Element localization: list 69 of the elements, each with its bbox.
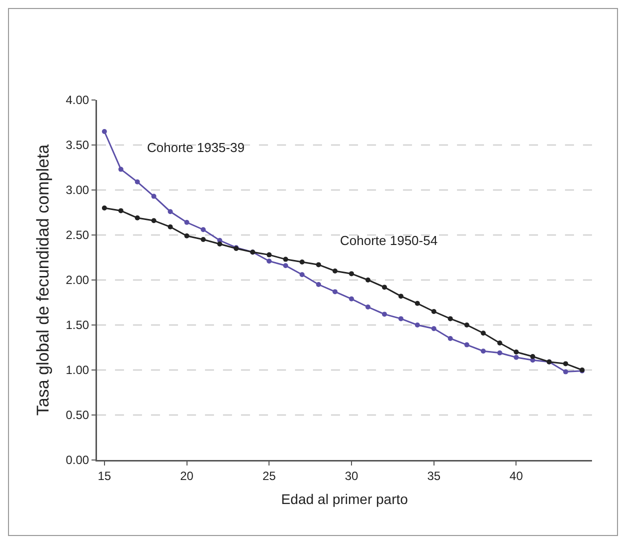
point <box>300 272 305 278</box>
y-axis-title: Tasa global de fecundidad completa <box>34 144 53 416</box>
point <box>102 129 107 134</box>
y-tick-label: 3.00 <box>66 183 90 198</box>
point <box>530 354 536 359</box>
y-tick-label: 4.00 <box>66 93 90 108</box>
point <box>168 224 173 230</box>
point <box>365 304 370 310</box>
y-tick-label: 0.50 <box>66 408 90 422</box>
point <box>266 258 272 264</box>
x-tick-label: 15 <box>98 468 112 483</box>
point <box>102 206 107 210</box>
point <box>382 284 387 290</box>
y-tick-label: 2.50 <box>66 228 90 242</box>
point <box>118 166 124 172</box>
point <box>151 194 156 199</box>
point <box>184 233 190 238</box>
point <box>448 336 453 341</box>
point <box>316 282 322 287</box>
point <box>118 208 124 214</box>
point <box>349 271 354 276</box>
point <box>497 350 502 356</box>
x-tick-label: 30 <box>344 468 358 483</box>
point <box>464 342 470 348</box>
x-tick-label: 20 <box>180 468 194 483</box>
point <box>332 289 338 294</box>
point <box>464 322 470 328</box>
point <box>497 340 502 346</box>
x-tick-label: 40 <box>510 468 524 483</box>
series-label: Cohorte 1950-54 <box>340 233 438 248</box>
y-tick-label: 3.50 <box>66 138 90 152</box>
point <box>563 361 568 366</box>
point <box>217 242 222 246</box>
point <box>134 179 140 184</box>
point <box>431 326 436 332</box>
point <box>514 350 519 354</box>
point <box>480 348 486 354</box>
x-tick-label: 35 <box>427 468 441 483</box>
point <box>300 260 305 264</box>
point <box>349 296 354 302</box>
point <box>283 256 288 262</box>
point <box>316 262 322 268</box>
point <box>514 354 519 360</box>
point <box>398 316 404 322</box>
y-tick-label: 1.00 <box>66 363 90 378</box>
point <box>200 227 206 232</box>
point <box>332 268 338 274</box>
y-tick-label: 2.00 <box>66 273 90 288</box>
point <box>480 330 486 336</box>
point <box>365 278 370 282</box>
point <box>134 215 140 220</box>
point <box>448 316 453 322</box>
text: Cohorte 1935-39 <box>147 140 245 155</box>
x-axis-title: Edad al primer parto <box>281 490 408 507</box>
point <box>414 300 420 306</box>
point <box>382 312 387 317</box>
point <box>563 369 568 374</box>
y-tick-label: 0.00 <box>66 453 90 468</box>
y-tick-label: 1.50 <box>66 318 90 332</box>
point <box>414 322 420 328</box>
point <box>431 309 436 314</box>
point <box>168 209 173 214</box>
point <box>398 294 404 299</box>
x-tick-label: 25 <box>262 468 276 483</box>
point <box>266 252 272 258</box>
point <box>184 220 190 225</box>
point <box>200 237 206 242</box>
point <box>151 218 156 224</box>
point <box>283 263 288 268</box>
